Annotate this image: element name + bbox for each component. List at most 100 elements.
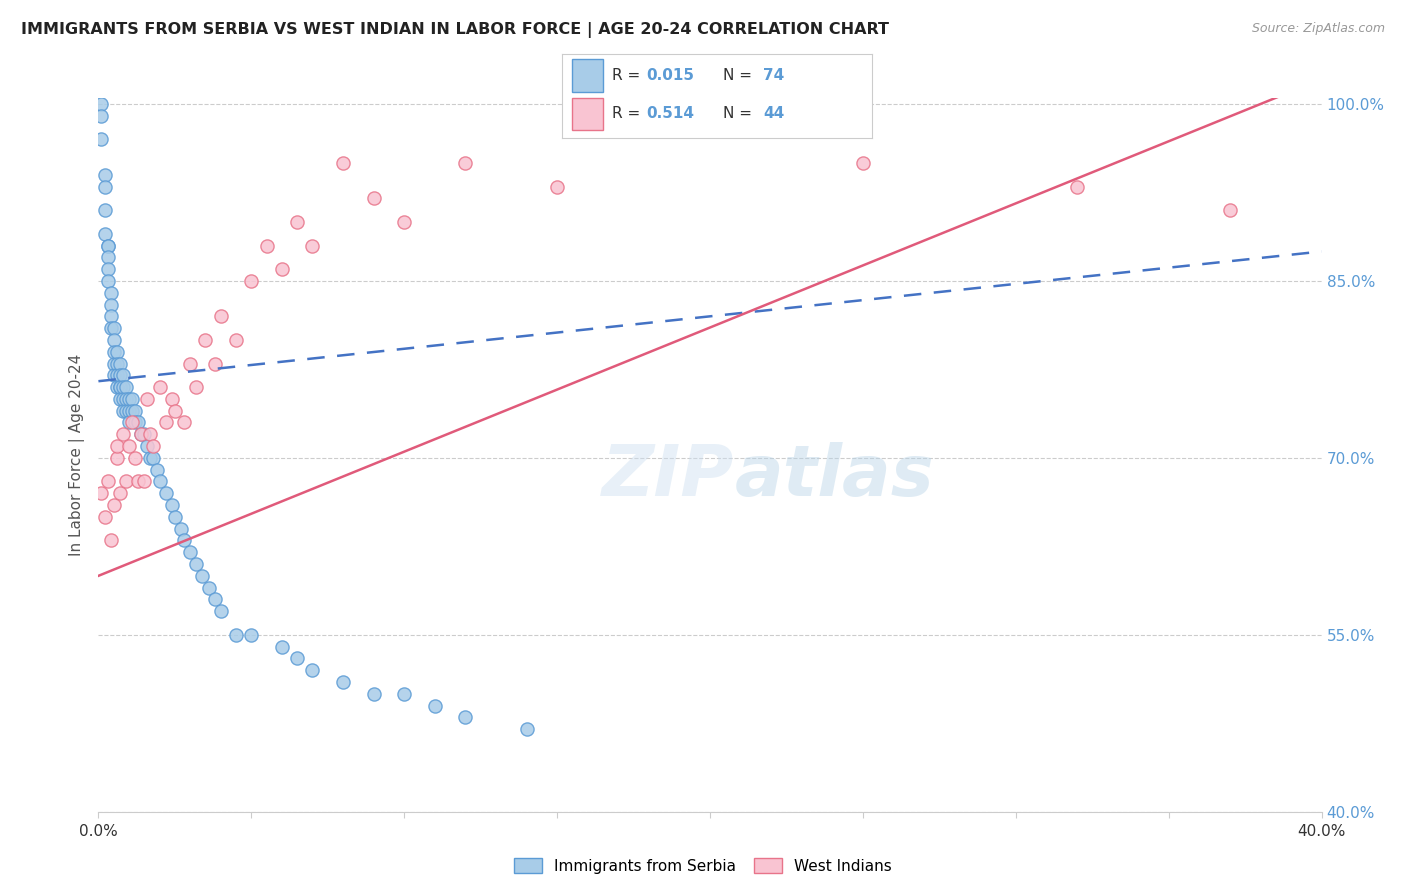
Point — [194, 333, 217, 347]
Point — [225, 333, 247, 347]
Point — [111, 403, 134, 417]
Point — [105, 439, 128, 453]
Point — [105, 357, 128, 371]
Point — [209, 604, 232, 618]
Point — [285, 651, 308, 665]
Point — [103, 333, 125, 347]
Text: Source: ZipAtlas.com: Source: ZipAtlas.com — [1251, 22, 1385, 36]
Point — [111, 392, 134, 406]
Point — [197, 581, 219, 595]
Text: 44: 44 — [763, 106, 785, 121]
Point — [111, 380, 134, 394]
Point — [270, 640, 292, 654]
Text: 0.514: 0.514 — [645, 106, 695, 121]
Point — [100, 285, 122, 300]
Point — [127, 475, 149, 489]
Point — [546, 179, 568, 194]
Point — [100, 297, 122, 311]
Point — [111, 427, 134, 442]
Point — [118, 403, 141, 417]
Point — [256, 238, 278, 252]
Point — [204, 592, 226, 607]
Point — [97, 262, 120, 277]
Point — [97, 475, 120, 489]
Point — [90, 486, 112, 500]
Point — [170, 522, 193, 536]
Point — [454, 156, 477, 170]
Point — [225, 628, 247, 642]
Point — [204, 357, 226, 371]
Bar — [572, 97, 603, 130]
Point — [100, 321, 122, 335]
Point — [270, 262, 292, 277]
Point — [699, 120, 721, 135]
Point — [93, 227, 115, 241]
Point — [134, 475, 156, 489]
Bar — [572, 60, 603, 92]
Point — [186, 557, 208, 571]
Point — [852, 156, 875, 170]
Point — [392, 687, 416, 701]
Point — [105, 344, 128, 359]
Point — [136, 439, 159, 453]
Point — [179, 357, 201, 371]
Point — [149, 380, 172, 394]
Point — [163, 403, 186, 417]
Point — [129, 427, 152, 442]
Point — [139, 427, 162, 442]
Point — [332, 675, 354, 690]
Point — [516, 722, 538, 736]
Point — [240, 274, 263, 288]
Point — [332, 156, 354, 170]
Point — [90, 132, 112, 146]
Legend: Immigrants from Serbia, West Indians: Immigrants from Serbia, West Indians — [508, 852, 898, 880]
Y-axis label: In Labor Force | Age 20-24: In Labor Force | Age 20-24 — [69, 354, 86, 556]
Point — [454, 710, 477, 724]
Point — [209, 310, 232, 324]
Point — [118, 439, 141, 453]
Point — [240, 628, 263, 642]
Point — [93, 168, 115, 182]
Point — [105, 450, 128, 465]
Point — [93, 509, 115, 524]
Point — [142, 450, 165, 465]
Point — [139, 450, 162, 465]
Point — [363, 687, 385, 701]
Point — [111, 368, 134, 383]
Point — [163, 509, 186, 524]
Point — [105, 380, 128, 394]
Point — [100, 533, 122, 548]
Text: N =: N = — [723, 68, 756, 83]
Point — [97, 238, 120, 252]
Point — [108, 486, 131, 500]
Point — [129, 427, 152, 442]
Point — [90, 97, 112, 112]
Point — [301, 238, 323, 252]
Point — [108, 357, 131, 371]
Text: ZIP: ZIP — [602, 442, 734, 511]
Point — [103, 344, 125, 359]
Point — [301, 663, 323, 677]
Point — [136, 392, 159, 406]
Point — [108, 380, 131, 394]
Point — [285, 215, 308, 229]
Point — [173, 533, 195, 548]
Point — [160, 498, 183, 512]
Point — [97, 238, 120, 252]
Point — [97, 251, 120, 265]
Point — [103, 368, 125, 383]
Point — [103, 321, 125, 335]
Point — [179, 545, 201, 559]
Point — [142, 439, 165, 453]
Point — [121, 403, 143, 417]
Point — [108, 392, 131, 406]
Point — [155, 416, 177, 430]
Text: IMMIGRANTS FROM SERBIA VS WEST INDIAN IN LABOR FORCE | AGE 20-24 CORRELATION CHA: IMMIGRANTS FROM SERBIA VS WEST INDIAN IN… — [21, 22, 889, 38]
Point — [103, 357, 125, 371]
Point — [121, 416, 143, 430]
Point — [118, 416, 141, 430]
Point — [121, 392, 143, 406]
Point — [155, 486, 177, 500]
Point — [1219, 203, 1241, 218]
Point — [100, 310, 122, 324]
